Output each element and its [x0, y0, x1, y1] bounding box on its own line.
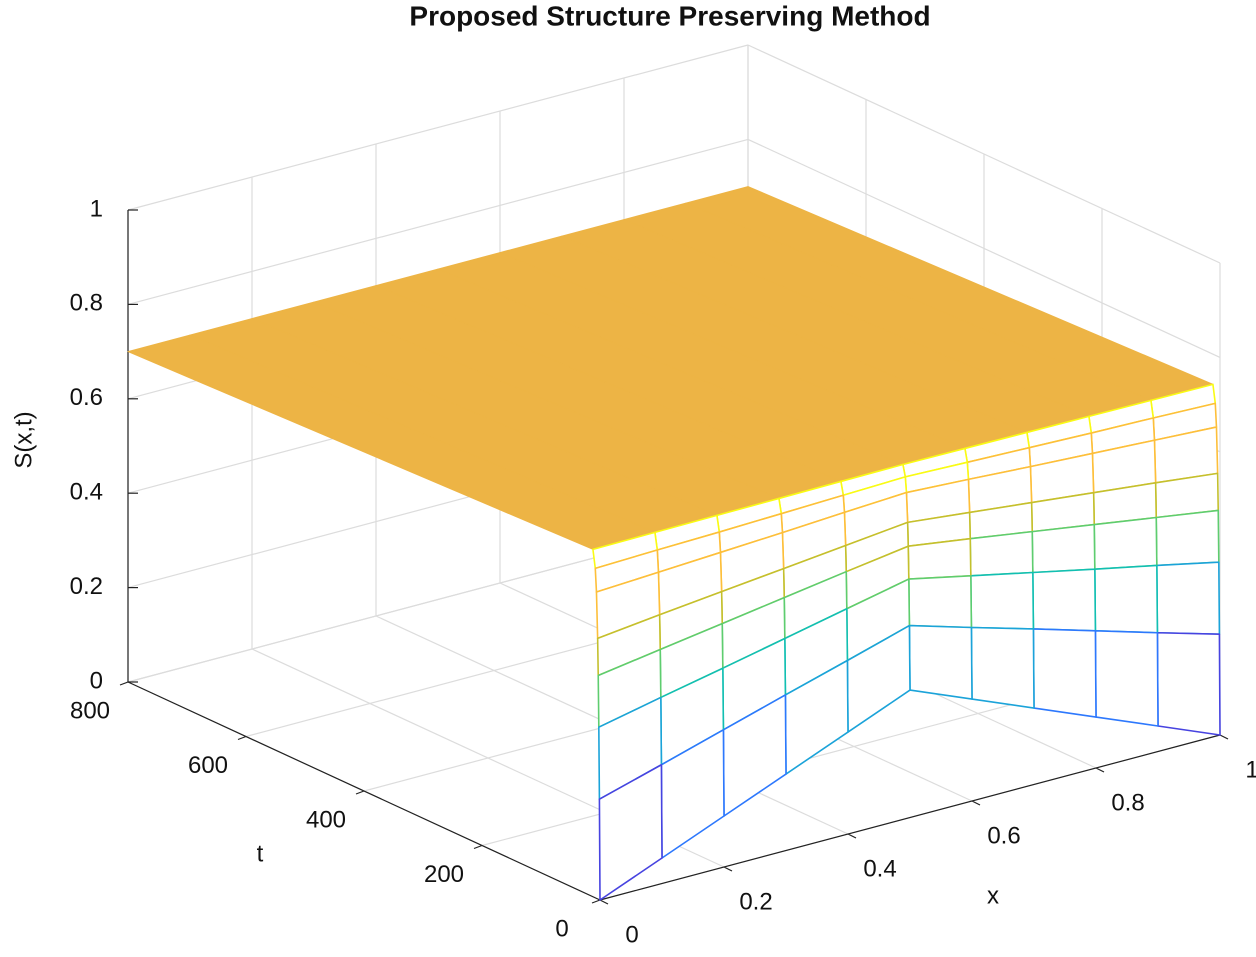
- tick-mark: [723, 866, 733, 872]
- grid-line: [747, 44, 1221, 264]
- tick-mark: [847, 833, 857, 839]
- tick-mark: [971, 800, 981, 806]
- surface-patch: [1032, 568, 1097, 632]
- t-axis-label: t: [257, 840, 264, 867]
- surface-patch: [1155, 509, 1220, 567]
- tick-mark: [1095, 767, 1105, 773]
- surface-patch: [908, 574, 973, 629]
- surface-patch: [1031, 523, 1096, 574]
- grid-line: [127, 44, 749, 211]
- z-tick-label: 0.2: [70, 573, 103, 600]
- chart-title: Proposed Structure Preserving Method: [409, 0, 930, 31]
- surface-patch: [598, 763, 663, 901]
- tick-mark: [599, 899, 609, 905]
- surface-patch: [1156, 631, 1221, 736]
- t-axis: [127, 681, 601, 901]
- surface-patch: [907, 537, 972, 580]
- y-tick-label: 200: [424, 861, 464, 888]
- grid-line: [747, 138, 1221, 358]
- y-tick-label: 800: [70, 697, 110, 724]
- tick-mark: [473, 844, 483, 850]
- y-tick-label: 600: [188, 752, 228, 779]
- z-tick-label: 0.4: [70, 479, 103, 506]
- x-tick-label: 0.2: [739, 888, 772, 915]
- y-tick-label: 0: [555, 915, 568, 942]
- x-tick-label: 0.4: [863, 855, 896, 882]
- x-tick-label: 1: [1245, 756, 1256, 783]
- z-tick-label: 0: [90, 667, 103, 694]
- surface-patch: [970, 571, 1035, 630]
- z-tick-label: 0.6: [70, 384, 103, 411]
- x-tick-label: 0.6: [987, 822, 1020, 849]
- z-tick-label: 1: [90, 195, 103, 222]
- tick-mark: [119, 681, 129, 686]
- x-axis-label: x: [987, 882, 999, 909]
- tick-mark: [1219, 734, 1229, 740]
- surface-patch: [970, 626, 1035, 709]
- y-tick-label: 400: [306, 806, 346, 833]
- surface-patch: [1094, 630, 1159, 727]
- tick-mark: [355, 790, 365, 795]
- z-tick-label: 0.8: [70, 290, 103, 317]
- x-axis: [599, 734, 1221, 901]
- surface-patch: [969, 530, 1034, 577]
- z-axis-label: S(x,t): [10, 411, 37, 468]
- x-tick-label: 0.8: [1111, 789, 1144, 816]
- tick-mark: [591, 899, 601, 904]
- surface-patch: [1156, 561, 1221, 635]
- surface-patch: [908, 624, 973, 700]
- x-tick-label: 0: [625, 921, 638, 948]
- surface-patch: [1032, 628, 1097, 718]
- grid-line: [127, 138, 749, 305]
- tick-mark: [237, 735, 247, 741]
- surface-patch: [1094, 564, 1159, 634]
- surface-patch: [1093, 516, 1158, 571]
